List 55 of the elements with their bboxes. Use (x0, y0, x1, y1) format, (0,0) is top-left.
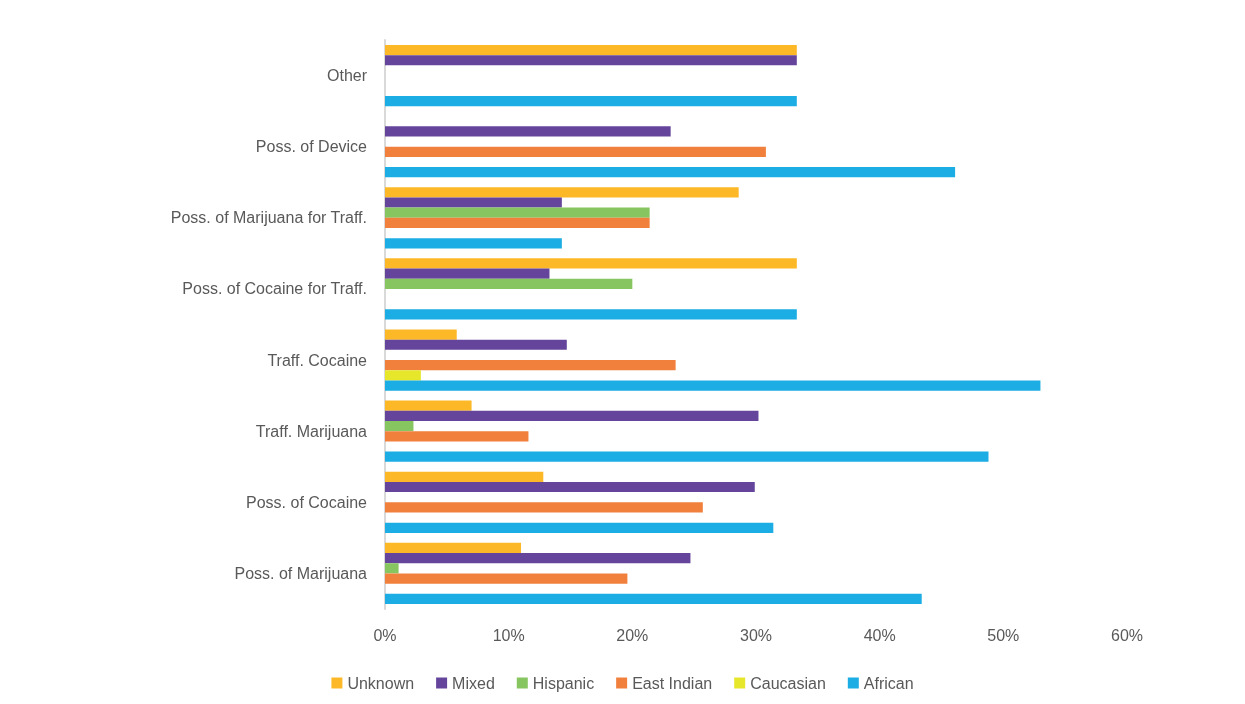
legend-label: Caucasian (750, 674, 826, 692)
bar (385, 278, 633, 289)
legend-label: Unknown (347, 674, 415, 692)
legend-label: Mixed (452, 674, 495, 692)
bar (385, 431, 529, 442)
bar (385, 197, 562, 208)
bar (385, 593, 922, 605)
x-tick-label: 20% (616, 626, 649, 644)
bar (385, 380, 1041, 391)
y-tick-label: Poss. of Cocaine (246, 493, 368, 511)
bar (385, 95, 797, 107)
y-tick-label: Poss. of Marijuana (234, 564, 368, 582)
bar (385, 563, 399, 574)
bar (385, 167, 956, 178)
bar (385, 481, 755, 493)
bar (385, 258, 797, 269)
legend-label: East Indian (632, 674, 713, 692)
y-tick-label: Poss. of Marijuana for Traff. (170, 209, 367, 227)
legend-label: African (863, 674, 914, 692)
y-tick-label: Poss. of Cocaine for Traff. (182, 280, 367, 298)
x-tick-label: 40% (863, 626, 896, 644)
bar (385, 268, 550, 279)
bar (385, 187, 739, 198)
x-tick-label: 30% (739, 626, 773, 644)
bar (385, 410, 759, 421)
bar (385, 126, 671, 137)
bar (385, 522, 774, 533)
bar (385, 400, 472, 411)
bar (385, 44, 797, 56)
y-tick-label: Other (326, 67, 368, 85)
bar (385, 451, 989, 462)
bar (385, 146, 766, 157)
bar (385, 360, 676, 371)
bar (385, 207, 650, 218)
bar (385, 471, 544, 482)
bar (385, 238, 562, 249)
x-tick-label: 50% (987, 626, 1020, 644)
bar (385, 329, 457, 340)
legend-label: Hispanic (532, 674, 595, 692)
bar (385, 502, 703, 513)
x-tick-label: 10% (492, 626, 525, 644)
y-tick-label: Poss. of Device (255, 138, 368, 156)
bar (385, 339, 567, 350)
bar (385, 420, 414, 432)
y-tick-label: Traff. Cocaine (267, 351, 368, 369)
bar (385, 217, 650, 229)
x-tick-label: 0% (373, 626, 397, 644)
bar (385, 309, 797, 320)
bar (385, 553, 691, 564)
bar (385, 542, 522, 554)
bar (385, 55, 797, 66)
bar (385, 573, 628, 584)
x-tick-label: 60% (1110, 626, 1144, 644)
bar (385, 370, 421, 381)
y-tick-label: Traff. Marijuana (255, 422, 368, 440)
